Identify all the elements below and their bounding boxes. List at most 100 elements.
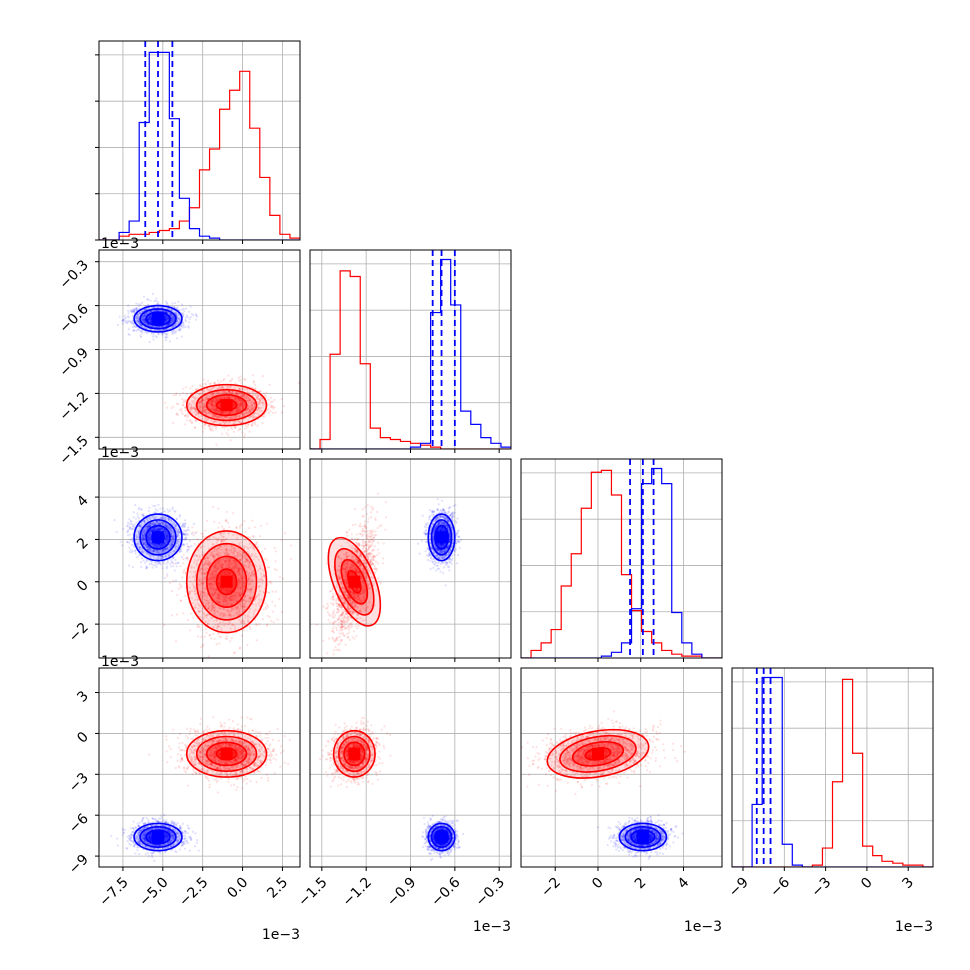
sample-point <box>212 404 215 407</box>
sample-point <box>204 423 207 426</box>
sample-point <box>217 399 220 402</box>
sample-point <box>215 443 218 446</box>
sample-point <box>248 430 251 433</box>
sample-point <box>246 400 249 403</box>
sample-point <box>242 412 245 415</box>
sample-point <box>225 634 228 638</box>
sample-point <box>237 400 240 403</box>
sample-point <box>222 387 225 390</box>
sample-point <box>215 416 218 419</box>
sample-point <box>272 407 275 410</box>
sample-point <box>216 415 219 419</box>
sample-point <box>218 402 222 405</box>
sample-point <box>240 381 243 384</box>
sample-point <box>253 412 256 415</box>
sample-point <box>189 315 192 319</box>
sample-point <box>201 407 205 410</box>
sample-point <box>246 643 249 647</box>
sample-point <box>268 616 271 619</box>
sample-point <box>176 337 179 340</box>
sample-point <box>232 398 235 401</box>
sample-point <box>227 396 231 399</box>
sample-point <box>192 534 195 537</box>
sample-point <box>238 427 241 430</box>
sample-point <box>215 425 218 429</box>
sample-point <box>211 505 215 508</box>
sample-point <box>197 405 201 408</box>
sample-point <box>179 564 182 568</box>
sample-point <box>255 411 258 415</box>
sample-point <box>198 407 201 410</box>
sample-point <box>201 399 204 402</box>
sample-point <box>238 399 241 403</box>
sample-point <box>199 385 203 388</box>
sample-point <box>227 664 229 666</box>
sample-point <box>210 403 214 407</box>
sample-point <box>252 414 255 417</box>
sample-point <box>242 395 245 398</box>
sample-point <box>248 392 251 395</box>
sample-point <box>184 316 187 319</box>
sample-point <box>246 408 249 411</box>
sample-point <box>248 409 251 412</box>
histogram-panel-0 <box>99 41 300 240</box>
sample-point <box>248 385 251 388</box>
sample-point <box>205 409 209 412</box>
sample-point <box>213 520 216 523</box>
sample-point <box>212 381 216 384</box>
sample-point <box>131 321 134 324</box>
histogram-blue <box>99 51 300 240</box>
sample-point <box>211 405 214 408</box>
sample-point <box>187 414 190 417</box>
sample-point <box>194 414 197 417</box>
sample-point <box>151 335 155 338</box>
sample-point <box>217 415 220 418</box>
sample-point <box>238 387 242 391</box>
sample-point <box>230 637 233 640</box>
sample-point <box>233 425 236 428</box>
sample-point <box>203 390 206 393</box>
sample-point <box>197 415 201 418</box>
sample-point <box>137 303 140 306</box>
sample-point <box>182 326 185 329</box>
sample-point <box>170 407 173 410</box>
sample-point <box>225 432 228 435</box>
sample-point <box>184 414 187 417</box>
sample-point <box>213 407 216 411</box>
sample-point <box>235 400 238 403</box>
sample-point <box>224 385 228 388</box>
sample-point <box>240 634 244 637</box>
sample-point <box>199 400 202 404</box>
sample-point <box>227 396 231 399</box>
sample-point <box>191 412 194 415</box>
sample-point <box>253 526 257 529</box>
sample-point <box>213 410 216 413</box>
sample-point <box>223 390 226 394</box>
sample-point <box>172 579 175 582</box>
sample-point <box>253 405 256 409</box>
sample-point <box>222 396 225 399</box>
sample-point <box>221 385 224 388</box>
sample-point <box>182 569 186 572</box>
sample-point <box>258 534 262 538</box>
sample-point <box>172 394 175 397</box>
sample-point <box>235 526 238 530</box>
sample-point <box>191 385 194 388</box>
sample-point <box>208 405 211 408</box>
sample-point <box>225 396 228 399</box>
sample-point <box>227 416 231 419</box>
sample-point <box>261 401 264 404</box>
sample-point <box>196 623 200 627</box>
sample-point <box>253 401 256 404</box>
sample-point <box>236 397 240 400</box>
sample-point <box>253 421 257 424</box>
sample-point <box>237 415 241 418</box>
sample-point <box>188 420 192 423</box>
sample-point <box>247 423 250 426</box>
sample-point <box>217 404 221 408</box>
sample-point <box>239 395 243 398</box>
sample-point <box>257 412 260 415</box>
sample-point <box>259 390 262 393</box>
sample-point <box>247 407 250 410</box>
sample-point <box>260 396 263 400</box>
